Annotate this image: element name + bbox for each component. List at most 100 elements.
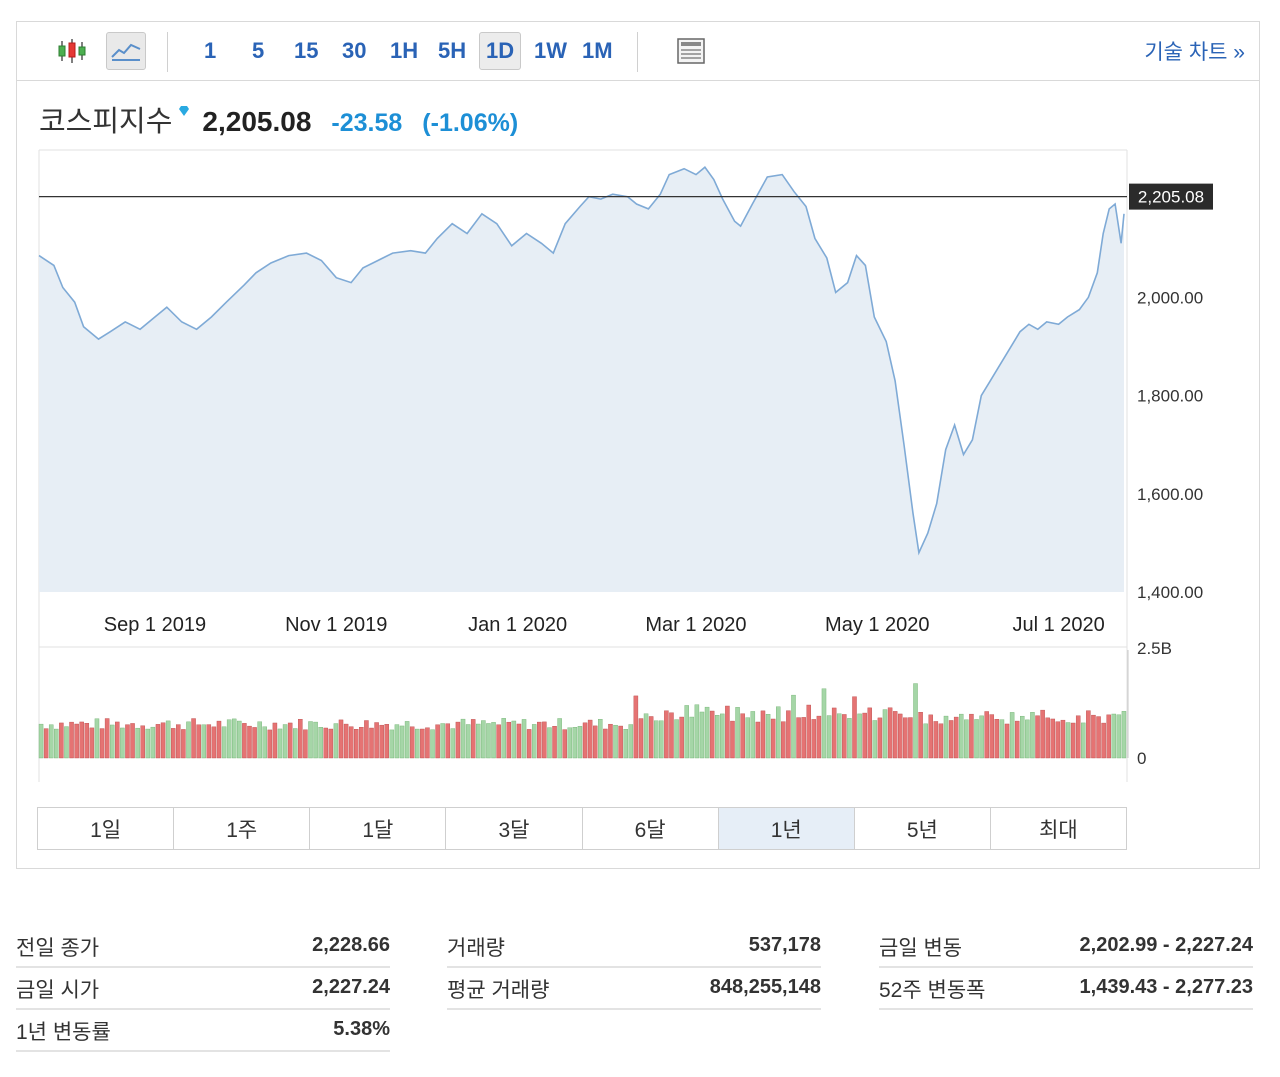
volume-bar (191, 718, 196, 759)
volume-bar (928, 714, 933, 759)
volume-bar (140, 725, 145, 759)
volume-bar (765, 714, 771, 759)
volume-bar (598, 719, 603, 759)
volume-bar (165, 720, 171, 759)
volume-bar (923, 723, 928, 759)
interval-5h[interactable]: 5H (438, 38, 467, 63)
volume-bar (959, 713, 964, 759)
volume-bar (201, 724, 206, 759)
volume-bar (521, 719, 527, 759)
interval-15[interactable]: 15 (294, 38, 319, 63)
volume-bar (643, 713, 649, 759)
y-tick-label: 2,000.00 (1137, 288, 1203, 307)
stat-value: 5.38% (333, 1018, 390, 1040)
volume-bar (547, 727, 552, 759)
interval-1d[interactable]: 1D (479, 32, 522, 70)
volume-bar (582, 722, 588, 759)
volume-bar (862, 712, 867, 759)
range-button-3[interactable]: 3달 (446, 808, 583, 849)
volume-bar (470, 719, 476, 759)
volume-bar (399, 725, 405, 759)
volume-max-label: 2.5B (1137, 639, 1172, 658)
range-button-0[interactable]: 1일 (38, 808, 175, 849)
range-button-7[interactable]: 최대 (990, 808, 1126, 849)
volume-bar (837, 713, 842, 759)
stat-row: 금일 변동 2,202.99 - 2,227.24 (879, 926, 1253, 968)
volume-bar (720, 713, 725, 759)
volume-bar (984, 711, 989, 759)
stat-row: 52주 변동폭 1,439.43 - 2,277.23 (879, 968, 1253, 1010)
volume-bar (770, 718, 776, 759)
volume-bar (486, 723, 491, 759)
volume-bar (755, 721, 761, 759)
volume-bar (1111, 713, 1117, 759)
index-change: -23.58 (331, 109, 403, 137)
volume-bar (181, 729, 186, 759)
volume-bar (303, 729, 308, 759)
volume-bar (1055, 721, 1061, 759)
range-button-5[interactable]: 1년 (718, 808, 855, 849)
interval-30[interactable]: 30 (342, 38, 367, 63)
volume-bar (714, 715, 720, 759)
volume-bar (628, 724, 634, 759)
volume-bar (221, 726, 227, 759)
interval-1m[interactable]: 1M (582, 38, 613, 63)
range-button-4[interactable]: 6달 (582, 808, 719, 849)
range-button-2[interactable]: 1달 (310, 808, 447, 849)
quote-header: 코스피지수 2,205.08 -23.58 (-1.06%) (39, 98, 538, 138)
toolbar-divider (637, 32, 638, 72)
volume-min-label: 0 (1137, 749, 1146, 768)
news-icon[interactable] (671, 32, 711, 70)
diamond-icon (178, 104, 190, 116)
volume-bar (694, 704, 700, 759)
range-button-6[interactable]: 5년 (854, 808, 991, 849)
x-tick-label: Mar 1 2020 (645, 614, 746, 636)
stat-label: 52주 변동폭 (879, 979, 986, 1002)
volume-bar (1070, 722, 1076, 759)
volume-bar (257, 721, 262, 759)
volume-bar (369, 727, 374, 759)
interval-1w[interactable]: 1W (534, 38, 567, 63)
volume-bar (903, 717, 908, 759)
volume-bar (664, 710, 669, 759)
y-tick-label: 1,600.00 (1137, 485, 1203, 504)
volume-bar (476, 723, 481, 759)
volume-bar (328, 728, 334, 759)
volume-bar (745, 717, 750, 759)
current-level-label: 2,205.08 (1138, 188, 1204, 207)
y-tick-label: 1,400.00 (1137, 583, 1203, 602)
volume-bar (160, 722, 166, 759)
volume-bar (679, 716, 684, 759)
volume-bar (979, 715, 984, 759)
interval-5[interactable]: 5 (252, 38, 265, 63)
volume-bar (562, 729, 567, 759)
volume-bar (1121, 711, 1127, 759)
stat-row: 금일 시가 2,227.24 (16, 968, 390, 1010)
volume-bar (430, 729, 435, 759)
volume-bar (847, 718, 852, 759)
volume-bar (338, 719, 344, 759)
volume-bar (1014, 720, 1020, 759)
volume-bar (1035, 715, 1040, 759)
volume-bar (913, 683, 918, 759)
interval-1[interactable]: 1 (204, 38, 217, 63)
volume-bar (384, 724, 390, 759)
volume-bar (445, 723, 451, 759)
volume-bar (359, 727, 364, 759)
stat-value: 537,178 (748, 934, 821, 956)
volume-bar (1106, 714, 1111, 759)
volume-bar (226, 719, 232, 759)
candlestick-icon[interactable] (52, 32, 92, 70)
volume-bar (125, 724, 130, 759)
volume-bar (170, 728, 176, 759)
line-chart-icon[interactable] (106, 32, 146, 70)
volume-bar (231, 718, 237, 759)
volume-bar (54, 728, 59, 759)
interval-1h[interactable]: 1H (390, 38, 419, 63)
volume-bar (216, 720, 222, 759)
stat-label: 전일 종가 (16, 937, 100, 960)
volume-bar (404, 721, 410, 759)
technical-chart-link[interactable]: 기술 차트 » (1144, 41, 1245, 64)
range-button-1[interactable]: 1주 (174, 808, 311, 849)
volume-bar (465, 724, 471, 759)
